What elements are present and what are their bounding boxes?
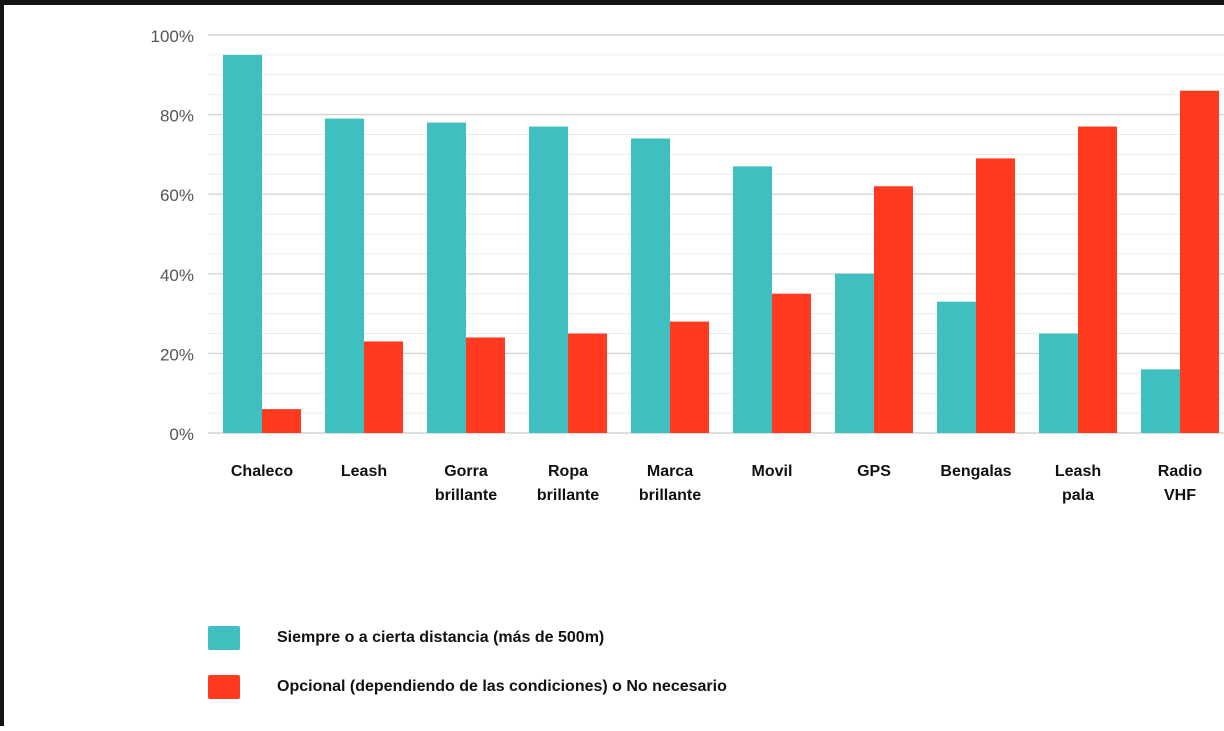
bar-opcional-8: [976, 158, 1015, 433]
bar-opcional-5: [670, 321, 709, 433]
bar-chart: 0% 20% 40% 60% 80% 100% Chaleco Leash Gorra brill…: [151, 27, 1224, 504]
bar-opcional-10: [1180, 90, 1219, 433]
x-axis-labels: Chaleco Leash Gorra brillante Ropa brillante M…: [231, 463, 1203, 504]
x-tick-label: Leash: [341, 463, 387, 480]
y-tick-label: 60%: [160, 186, 194, 205]
y-tick-label: 0%: [169, 425, 194, 444]
bar-siempre-6: [733, 166, 772, 433]
x-tick-label: GPS: [857, 463, 891, 480]
bar-opcional-7: [874, 186, 913, 433]
bar-opcional-2: [364, 341, 403, 433]
y-tick-label: 20%: [160, 345, 194, 364]
bar-siempre-2: [325, 118, 364, 433]
bar-siempre-4: [529, 126, 568, 433]
bar-opcional-1: [262, 409, 301, 433]
x-tick-label: Movil: [752, 463, 793, 480]
legend-swatch-series-2: [208, 675, 240, 699]
x-tick-label: Chaleco: [231, 463, 293, 480]
bar-opcional-3: [466, 337, 505, 433]
legend-label-series-2: Opcional (dependiendo de las condiciones…: [277, 678, 727, 695]
x-tick-label: Ropa brillante: [537, 463, 599, 504]
y-tick-label: 100%: [151, 27, 194, 46]
y-tick-label: 80%: [160, 107, 194, 126]
x-tick-label: Marca brillante: [639, 463, 701, 504]
bar-siempre-9: [1039, 333, 1078, 433]
legend-item-series-1: Siempre o a cierta distancia (más de 500…: [208, 625, 604, 651]
gridlines: [208, 34, 1224, 434]
bar-siempre-5: [631, 138, 670, 434]
bar-opcional-4: [568, 333, 607, 433]
y-axis-ticks: 0% 20% 40% 60% 80% 100%: [151, 27, 194, 444]
x-tick-label: Bengalas: [940, 463, 1011, 480]
y-tick-label: 40%: [160, 266, 194, 285]
legend-item-series-2: Opcional (dependiendo de las condiciones…: [208, 674, 727, 700]
bar-siempre-7: [835, 273, 874, 433]
bar-siempre-1: [223, 54, 262, 434]
bar-siempre-8: [937, 301, 976, 433]
legend-label-series-1: Siempre o a cierta distancia (más de 500…: [277, 629, 605, 646]
bar-siempre-10: [1141, 369, 1180, 433]
bars: [223, 54, 1219, 434]
legend-swatch-series-1: [208, 626, 240, 650]
bar-siempre-3: [427, 122, 466, 433]
bar-opcional-9: [1078, 126, 1117, 433]
x-tick-label: Gorra brillante: [435, 463, 497, 504]
x-tick-label: Radio VHF: [1158, 463, 1203, 504]
bar-opcional-6: [772, 293, 811, 433]
x-tick-label: Leash pala: [1055, 463, 1101, 504]
